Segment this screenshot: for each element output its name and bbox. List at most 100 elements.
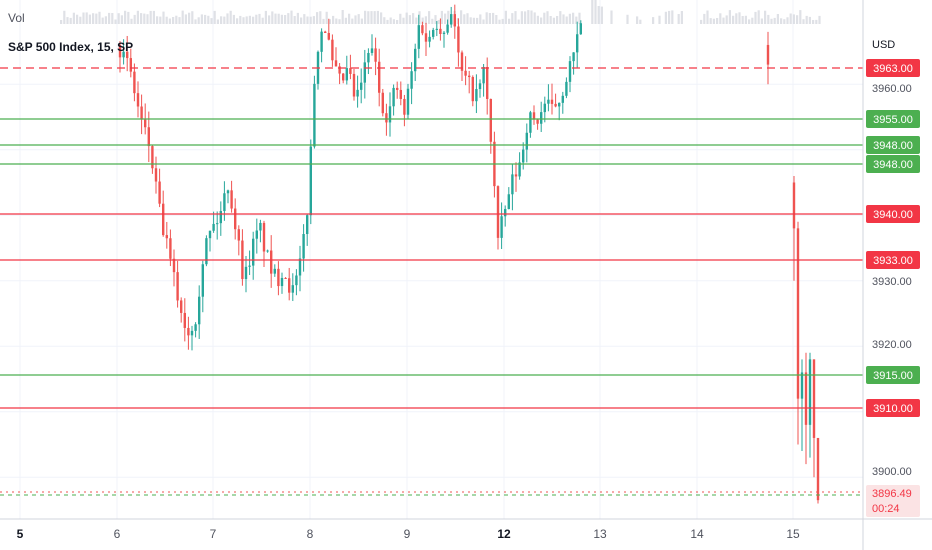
candle: [151, 144, 154, 174]
candle-body: [558, 102, 561, 107]
time-tick-label: 5: [17, 527, 24, 541]
volume-bar: [818, 15, 821, 24]
volume-bar: [664, 11, 667, 24]
candle: [187, 316, 190, 350]
candle: [230, 180, 233, 213]
volume-bar: [447, 10, 450, 24]
candle-body: [518, 162, 521, 177]
volume-bar: [143, 13, 146, 24]
candle-body: [212, 223, 215, 231]
candle: [453, 4, 456, 39]
candle-body: [792, 182, 796, 229]
level-price-tag: [866, 155, 920, 173]
level-price-label: 3910.00: [873, 403, 913, 415]
candle: [565, 77, 568, 99]
volume-bar: [204, 14, 207, 24]
volume-bar: [658, 15, 661, 24]
volume-bar: [636, 16, 639, 24]
candle: [320, 28, 323, 63]
volume-bar: [514, 11, 517, 24]
candle: [442, 31, 446, 48]
volume-bar: [232, 14, 235, 24]
symbol-title[interactable]: S&P 500 Index, 15, SP: [8, 40, 134, 54]
candle-body: [579, 23, 582, 35]
volume-bar: [380, 12, 383, 24]
level-price-label: 3955.00: [873, 114, 913, 126]
volume-bar: [69, 17, 72, 24]
time-tick-label: 14: [690, 527, 704, 541]
candle-body: [342, 73, 345, 81]
candle: [457, 18, 460, 67]
volume-bar: [120, 15, 123, 24]
volume-bar: [354, 15, 357, 24]
candle: [808, 352, 812, 458]
volume-bar: [351, 18, 354, 24]
level-price-tag: [866, 366, 920, 384]
volume-bar: [236, 18, 239, 24]
volume-bar: [335, 18, 338, 24]
volume-bar: [117, 13, 120, 24]
volume-bar: [72, 12, 75, 24]
volume-bar: [668, 10, 671, 24]
candle-body: [216, 223, 219, 225]
candle-body: [244, 266, 248, 280]
volume-bar: [725, 15, 728, 24]
volume-bar: [88, 14, 91, 24]
horizontal-levels[interactable]: 3963.00 3955.00 3948.00 3948.00 3940.00 3933.…: [0, 59, 920, 496]
volume-bar: [744, 15, 747, 24]
candle: [237, 225, 240, 256]
volume-bar: [111, 13, 114, 24]
candle-body: [424, 33, 428, 42]
candle-body: [406, 88, 410, 115]
volume-bar: [261, 17, 264, 24]
candle-body: [816, 437, 820, 501]
candle: [248, 250, 251, 276]
candle: [367, 48, 370, 75]
volume-bar: [440, 10, 443, 24]
volume-bar: [399, 13, 402, 24]
volume-bar: [719, 13, 722, 24]
candle-body: [471, 77, 474, 102]
candle-body: [808, 359, 812, 425]
candle: [342, 73, 345, 84]
volume-bar: [626, 14, 629, 24]
volume-bar: [376, 10, 379, 24]
volume-bar: [277, 13, 280, 24]
candle-body: [396, 87, 399, 90]
candle-body: [796, 228, 800, 399]
volume-bar: [60, 20, 63, 24]
candle-body: [460, 52, 464, 71]
candle-body: [136, 93, 140, 107]
volume-bars: [60, 0, 821, 25]
volume-bar: [786, 17, 789, 24]
candle: [122, 39, 125, 65]
candle: [370, 34, 374, 56]
volume-bar: [200, 14, 203, 24]
candle-body: [154, 168, 158, 182]
candle: [176, 260, 179, 308]
volume-bar: [466, 13, 469, 24]
volume-bar: [373, 11, 376, 24]
volume-bar: [300, 17, 303, 24]
volume-bar: [322, 18, 325, 24]
candle-body: [349, 68, 352, 74]
volume-bar: [578, 12, 581, 24]
candle: [133, 63, 136, 102]
volume-bar: [680, 11, 683, 24]
volume-bar: [485, 12, 488, 24]
volume-bar: [732, 15, 735, 24]
volume-bar: [229, 10, 232, 24]
candle-body: [421, 25, 424, 34]
volume-bar: [546, 11, 549, 24]
volume-bar: [716, 18, 719, 24]
volume-bar: [76, 14, 79, 24]
volume-bar: [565, 16, 568, 24]
candle-body: [532, 112, 536, 120]
candle-body: [525, 132, 528, 150]
candle-body: [800, 372, 804, 399]
candle: [313, 75, 316, 149]
volume-bar: [482, 19, 485, 24]
volume-bar: [136, 10, 139, 24]
volume-bar: [764, 10, 767, 24]
